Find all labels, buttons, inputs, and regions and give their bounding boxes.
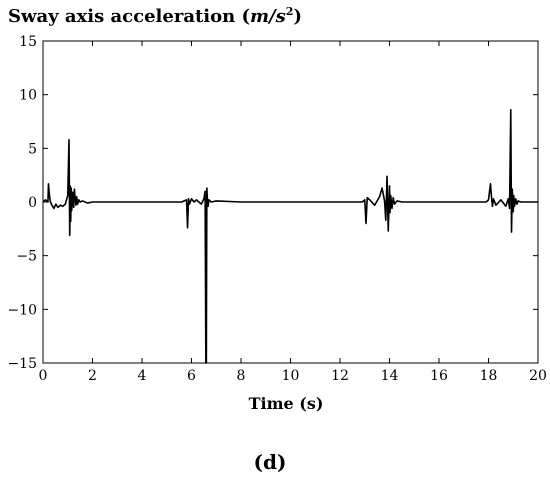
x-tick-label: 16 <box>430 368 448 384</box>
x-tick-label: 12 <box>331 368 349 384</box>
y-tick-label: 15 <box>19 34 37 50</box>
x-tick-label: 20 <box>529 368 547 384</box>
panel-label: (d) <box>254 450 287 474</box>
y-tick-label: 5 <box>28 141 37 157</box>
x-tick-label: 10 <box>282 368 300 384</box>
title-unit-superscript: 2 <box>286 5 294 18</box>
plot-frame <box>42 40 539 364</box>
title-prefix: Sway axis acceleration ( <box>8 6 250 27</box>
x-tick-label: 6 <box>187 368 196 384</box>
x-axis-label: Time (s) <box>249 394 324 413</box>
x-tick-label: 18 <box>480 368 498 384</box>
tick-labels: 0 2 4 6 8 10 12 14 16 18 20 15 10 5 0 −5 −10 −15 <box>7 34 546 384</box>
y-tick-label: −15 <box>7 356 37 372</box>
x-tick-label: 14 <box>381 368 399 384</box>
x-tick-label: 0 <box>39 368 48 384</box>
series-line <box>42 108 538 364</box>
title-suffix: ) <box>293 6 302 27</box>
chart-title: Sway axis acceleration (m/s2) <box>8 5 302 27</box>
y-tick-label: 10 <box>19 88 37 104</box>
y-tick-label: 0 <box>28 195 37 211</box>
y-tick-label: −10 <box>7 302 37 318</box>
x-tick-label: 8 <box>237 368 246 384</box>
x-tick-label: 4 <box>138 368 147 384</box>
title-unit: m/s <box>250 6 286 27</box>
y-tick-label: −5 <box>16 249 37 265</box>
x-tick-label: 2 <box>88 368 97 384</box>
